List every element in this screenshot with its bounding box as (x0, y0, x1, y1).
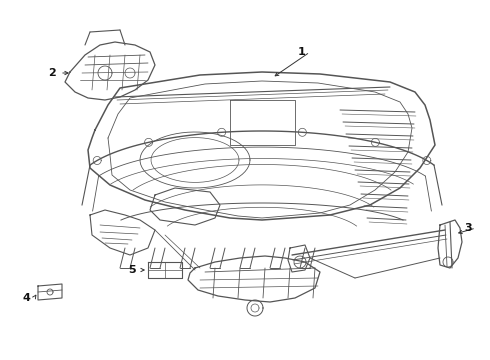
Text: 2: 2 (48, 68, 56, 78)
Text: 5: 5 (128, 265, 136, 275)
Text: 4: 4 (22, 293, 30, 303)
Text: 3: 3 (464, 223, 472, 233)
Text: 1: 1 (298, 47, 306, 57)
